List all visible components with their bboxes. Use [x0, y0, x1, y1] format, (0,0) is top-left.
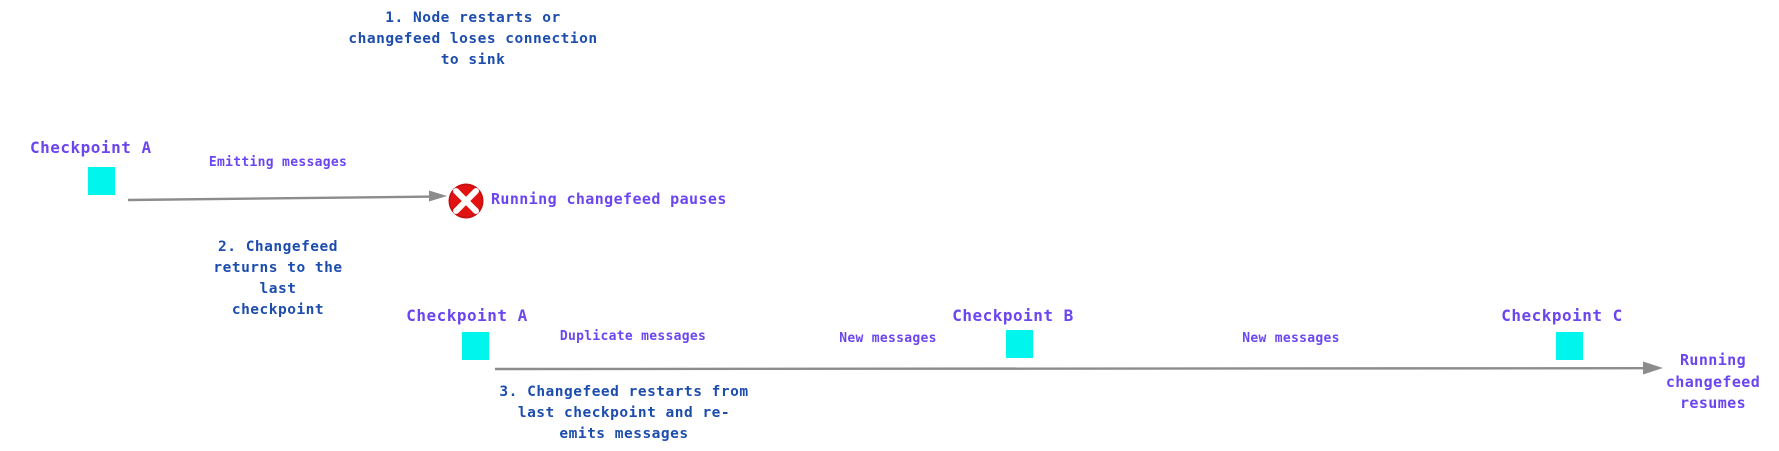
step3-note: 3. Changefeed restarts from last checkpo…: [499, 384, 749, 442]
pause-label: Running changefeed pauses: [491, 190, 727, 208]
checkpoint-a-label-after: Checkpoint A: [406, 306, 528, 325]
step2-note: 2. Changefeed returns to the last checkp…: [213, 239, 343, 318]
new-messages-label-2: New messages: [1242, 331, 1340, 346]
checkpoint-b-marker: [1006, 330, 1033, 358]
checkpoint-c-label: Checkpoint C: [1501, 306, 1623, 325]
checkpoint-a-label-before: Checkpoint A: [30, 138, 152, 157]
resume-label: Running changefeed resumes: [1665, 351, 1761, 412]
checkpoint-b-label: Checkpoint B: [952, 306, 1074, 325]
duplicate-messages-label: Duplicate messages: [559, 329, 707, 344]
step1-note: 1. Node restarts or changefeed loses con…: [348, 10, 598, 68]
timeline-after-arrow: [494, 361, 1663, 375]
checkpoint-c-marker: [1556, 332, 1583, 360]
checkpoint-a-marker-after: [462, 332, 489, 360]
emitting-messages-label: Emitting messages: [208, 155, 348, 170]
timeline-before-arrow: [127, 190, 447, 202]
new-messages-label-1: New messages: [839, 331, 937, 346]
checkpoint-a-marker-before: [88, 167, 115, 195]
error-icon: [448, 183, 484, 219]
